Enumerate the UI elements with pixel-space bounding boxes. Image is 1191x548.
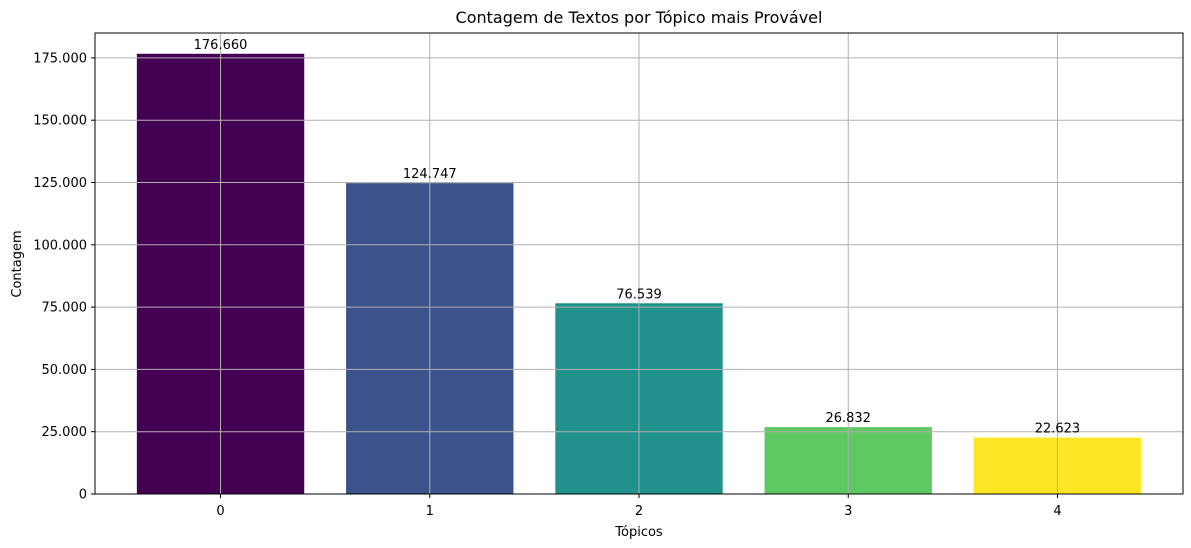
chart-title: Contagem de Textos por Tópico mais Prová… <box>456 8 823 27</box>
y-tick-label: 75.000 <box>42 301 88 316</box>
x-tick-label: 3 <box>844 504 852 519</box>
x-tick-label: 1 <box>426 504 434 519</box>
x-axis-label: Tópicos <box>614 525 663 540</box>
y-axis-label: Contagem <box>10 230 25 297</box>
bar-value-labels: 176.660 124.747 76.539 26.832 22.623 <box>194 38 1081 437</box>
y-tick-label: 100.000 <box>33 238 87 253</box>
bar-value-label: 176.660 <box>194 38 248 53</box>
bar-value-label: 22.623 <box>1035 422 1081 437</box>
y-tick-label: 175.000 <box>33 51 87 66</box>
x-tick-label: 0 <box>216 504 224 519</box>
y-tick-label: 0 <box>79 488 87 503</box>
y-tick-label: 125.000 <box>33 176 87 191</box>
y-tick-label: 150.000 <box>33 114 87 129</box>
y-tick-label: 50.000 <box>42 363 88 378</box>
y-tick-label: 25.000 <box>42 425 88 440</box>
bar-value-label: 124.747 <box>403 167 457 182</box>
ticks: 0 25.000 50.000 75.000 100.000 125.000 150.000… <box>33 51 1061 519</box>
bar-value-label: 26.832 <box>825 411 871 426</box>
bar-value-label: 76.539 <box>616 287 662 302</box>
grid-overlay <box>95 33 1183 495</box>
x-tick-label: 2 <box>635 504 643 519</box>
x-tick-label: 4 <box>1053 504 1061 519</box>
